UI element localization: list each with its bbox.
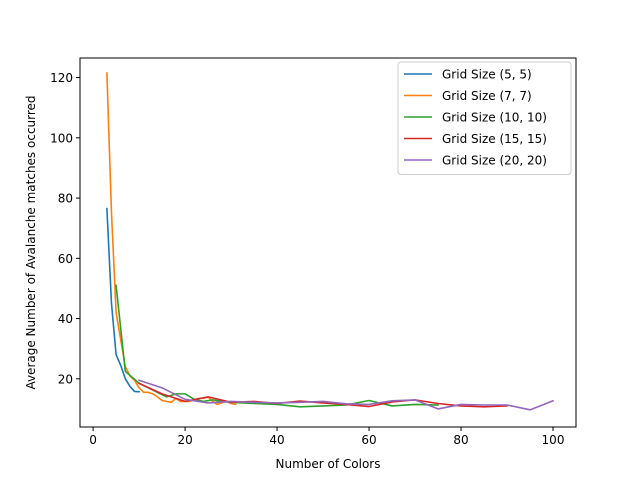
x-tick-label-3: 60: [361, 433, 376, 447]
series-line-0: [106, 207, 140, 393]
x-axis-title: Number of Colors: [276, 457, 381, 471]
series-line-3: [138, 382, 508, 408]
y-tick-label-5: 120: [50, 71, 73, 85]
plot-frame: [79, 57, 577, 428]
series-line-4: [138, 379, 555, 411]
legend-box: [397, 61, 572, 175]
y-tick-label-1: 40: [58, 312, 73, 326]
x-tick-label-0: 0: [89, 433, 97, 447]
legend-label-4: Grid Size (20, 20): [442, 154, 547, 168]
x-tick-label-2: 40: [269, 433, 284, 447]
legend-label-3: Grid Size (15, 15): [442, 132, 547, 146]
axes-layer: 0 20 40 60 80 100 20 40 60 80 100 120: [50, 71, 564, 447]
y-tick-label-2: 60: [58, 252, 73, 266]
legend-label-0: Grid Size (5, 5): [442, 68, 532, 82]
x-tick-label-1: 20: [177, 433, 192, 447]
x-tick-label-5: 100: [542, 433, 565, 447]
legend-label-1: Grid Size (7, 7): [442, 89, 532, 103]
legend: Grid Size (5, 5) Grid Size (7, 7) Grid Siz…: [397, 61, 572, 175]
y-tick-label-4: 100: [50, 131, 73, 145]
x-tick-label-4: 80: [453, 433, 468, 447]
y-tick-label-0: 20: [58, 372, 73, 386]
y-tick-label-3: 80: [58, 192, 73, 206]
series-layer: [106, 72, 555, 411]
legend-label-2: Grid Size (10, 10): [442, 111, 547, 125]
y-axis-title: Average Number of Avalanche matches occu…: [24, 95, 38, 389]
